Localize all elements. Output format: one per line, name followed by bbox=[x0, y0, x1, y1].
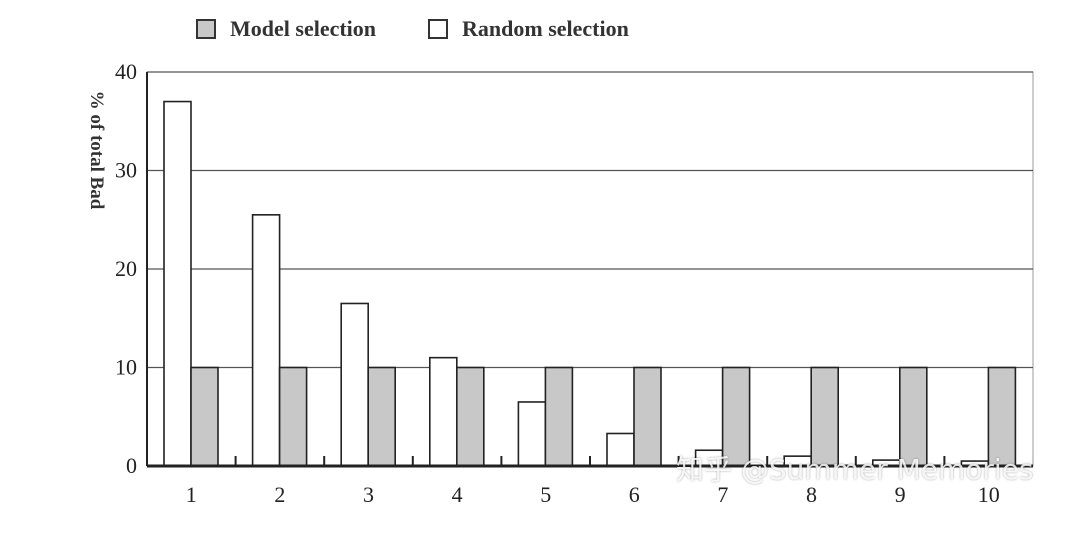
bar-model-5 bbox=[544, 366, 574, 467]
bar-model-4 bbox=[455, 366, 485, 467]
bar-random-6 bbox=[606, 432, 635, 467]
watermark-text: 知乎 @Summer Memories bbox=[676, 453, 1034, 486]
x-tick-label-3: 3 bbox=[363, 482, 374, 507]
legend-item-random: Random selection bbox=[428, 16, 629, 42]
bar-random-2 bbox=[251, 214, 281, 467]
bar-model-8 bbox=[810, 366, 840, 467]
y-tick-label-10: 10 bbox=[115, 355, 137, 380]
legend-swatch-model bbox=[196, 19, 216, 39]
x-tick-label-10: 10 bbox=[978, 482, 1000, 507]
bar-model-6 bbox=[633, 366, 662, 467]
bar-model-2 bbox=[278, 366, 308, 467]
bar-model-9 bbox=[898, 366, 928, 467]
bar-random-3 bbox=[340, 302, 370, 467]
x-tick-label-9: 9 bbox=[895, 482, 906, 507]
x-tick-label-5: 5 bbox=[540, 482, 551, 507]
x-tick-label-6: 6 bbox=[629, 482, 640, 507]
x-tick-label-7: 7 bbox=[717, 482, 728, 507]
chart-legend: Model selection Random selection bbox=[196, 16, 629, 42]
y-tick-label-40: 40 bbox=[115, 59, 137, 84]
y-tick-label-20: 20 bbox=[115, 256, 137, 281]
x-tick-label-2: 2 bbox=[274, 482, 285, 507]
legend-label-random: Random selection bbox=[462, 16, 629, 41]
x-tick-label-1: 1 bbox=[186, 482, 197, 507]
x-tick-label-4: 4 bbox=[452, 482, 463, 507]
x-tick-label-8: 8 bbox=[806, 482, 817, 507]
legend-swatch-random bbox=[428, 19, 449, 39]
bar-random-5 bbox=[517, 401, 547, 467]
bar-model-3 bbox=[367, 366, 397, 467]
bar-model-10 bbox=[987, 366, 1017, 467]
legend-label-model: Model selection bbox=[230, 16, 377, 41]
y-tick-label-30: 30 bbox=[115, 158, 137, 183]
bar-random-1 bbox=[163, 100, 192, 467]
bar-random-4 bbox=[428, 356, 458, 467]
legend-item-model: Model selection bbox=[196, 16, 376, 42]
bar-model-1 bbox=[190, 366, 219, 467]
y-tick-label-0: 0 bbox=[126, 453, 137, 478]
bar-model-7 bbox=[721, 366, 751, 467]
